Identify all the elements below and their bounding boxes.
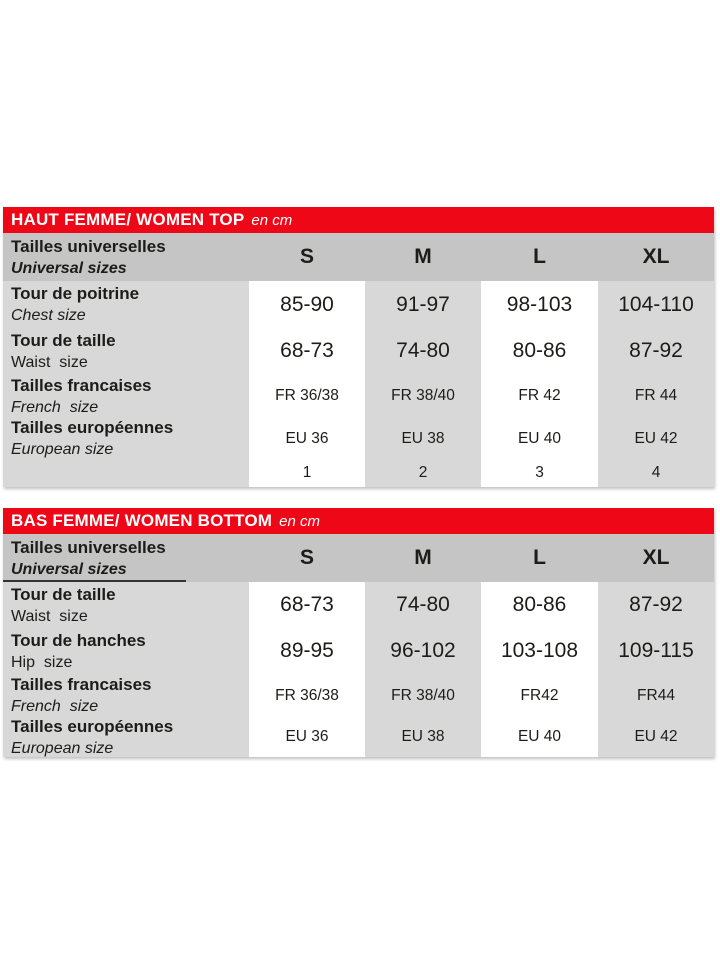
value-cell: 89-95 [249, 628, 365, 674]
size-header-s: S [249, 233, 365, 281]
value-cell: 74-80 [365, 328, 481, 374]
label-en: European size [11, 739, 114, 757]
value-cell: 1 [249, 459, 365, 487]
size-header-m: M [365, 534, 481, 582]
value-cell: FR42 [481, 674, 598, 717]
size-header-m: M [365, 233, 481, 281]
row-label-chest: Tour de poitrine Chest size [3, 281, 249, 328]
label-fr: Tour de hanches [11, 630, 146, 650]
value-cell: EU 40 [481, 418, 598, 459]
value-cell: 96-102 [365, 628, 481, 674]
label-en: Waist size [11, 607, 88, 625]
value-cell: 98-103 [481, 281, 598, 328]
label-fr: Tailles francaises [11, 675, 152, 694]
label-fr: Tour de taille [11, 330, 116, 350]
label-en: Waist size [11, 353, 88, 371]
size-header-xl: XL [598, 534, 714, 582]
size-charts: HAUT FEMME/ WOMEN TOP en cm Tailles univ… [3, 207, 714, 757]
table-title-bar: HAUT FEMME/ WOMEN TOP en cm [3, 207, 714, 233]
table-title-bar: BAS FEMME/ WOMEN BOTTOM en cm [3, 508, 714, 534]
size-table-women-top: HAUT FEMME/ WOMEN TOP en cm Tailles univ… [3, 207, 714, 487]
label-en: European size [11, 441, 114, 458]
size-grid: Tailles universelles Universal sizes S M… [3, 534, 714, 757]
table-title: BAS FEMME/ WOMEN BOTTOM [11, 511, 273, 530]
row-label-empty [3, 459, 249, 487]
value-cell: 91-97 [365, 281, 481, 328]
table-unit-label: en cm [279, 512, 321, 530]
label-fr: Tour de taille [11, 584, 116, 604]
value-cell: FR44 [598, 674, 714, 717]
size-header-xl: XL [598, 233, 714, 281]
label-fr: Tailles universelles [11, 236, 166, 256]
row-label-universal-sizes: Tailles universelles Universal sizes [3, 233, 249, 281]
value-cell: 80-86 [481, 582, 598, 628]
label-en: French size [11, 698, 99, 715]
row-label-waist: Tour de taille Waist size [3, 328, 249, 374]
value-cell: EU 38 [365, 717, 481, 757]
universal-sizes-underline [3, 580, 186, 582]
label-en: Universal sizes [11, 560, 127, 578]
label-en: French size [11, 398, 99, 416]
value-cell: 68-73 [249, 328, 365, 374]
label-en: Hip size [11, 653, 73, 671]
value-cell: EU 42 [598, 717, 714, 757]
value-cell: EU 40 [481, 717, 598, 757]
value-cell: 109-115 [598, 628, 714, 674]
value-cell: FR 38/40 [365, 374, 481, 418]
label-fr: Tailles universelles [11, 537, 166, 557]
row-label-universal-sizes: Tailles universelles Universal sizes [3, 534, 249, 582]
value-cell: 2 [365, 459, 481, 487]
row-label-hip: Tour de hanches Hip size [3, 628, 249, 674]
size-header-l: L [481, 233, 598, 281]
table-title: HAUT FEMME/ WOMEN TOP [11, 210, 245, 229]
value-cell: FR 44 [598, 374, 714, 418]
value-cell: 87-92 [598, 328, 714, 374]
row-label-european-size: Tailles européennes European size [3, 418, 249, 459]
size-grid: Tailles universelles Universal sizes S M… [3, 233, 714, 487]
label-fr: Tour de poitrine [11, 284, 140, 303]
label-en: Chest size [11, 307, 86, 324]
value-cell: 85-90 [249, 281, 365, 328]
value-cell: 87-92 [598, 582, 714, 628]
row-label-french-size: Tailles francaises French size [3, 374, 249, 418]
value-cell: 104-110 [598, 281, 714, 328]
row-label-waist: Tour de taille Waist size [3, 582, 249, 628]
size-header-l: L [481, 534, 598, 582]
value-cell: FR 36/38 [249, 374, 365, 418]
value-cell: FR 38/40 [365, 674, 481, 717]
value-cell: 74-80 [365, 582, 481, 628]
row-label-european-size: Tailles européennes European size [3, 717, 249, 757]
value-cell: FR 42 [481, 374, 598, 418]
label-fr: Tailles européennes [11, 716, 174, 736]
size-table-women-bottom: BAS FEMME/ WOMEN BOTTOM en cm Tailles un… [3, 508, 714, 757]
table-unit-label: en cm [251, 211, 293, 229]
label-fr: Tailles francaises [11, 375, 152, 395]
size-header-s: S [249, 534, 365, 582]
value-cell: EU 36 [249, 418, 365, 459]
label-fr: Tailles européennes [11, 418, 174, 437]
value-cell: 68-73 [249, 582, 365, 628]
label-en: Universal sizes [11, 259, 127, 277]
value-cell: 103-108 [481, 628, 598, 674]
value-cell: EU 36 [249, 717, 365, 757]
value-cell: EU 38 [365, 418, 481, 459]
value-cell: FR 36/38 [249, 674, 365, 717]
value-cell: 3 [481, 459, 598, 487]
row-label-french-size: Tailles francaises French size [3, 674, 249, 717]
value-cell: EU 42 [598, 418, 714, 459]
value-cell: 80-86 [481, 328, 598, 374]
value-cell: 4 [598, 459, 714, 487]
